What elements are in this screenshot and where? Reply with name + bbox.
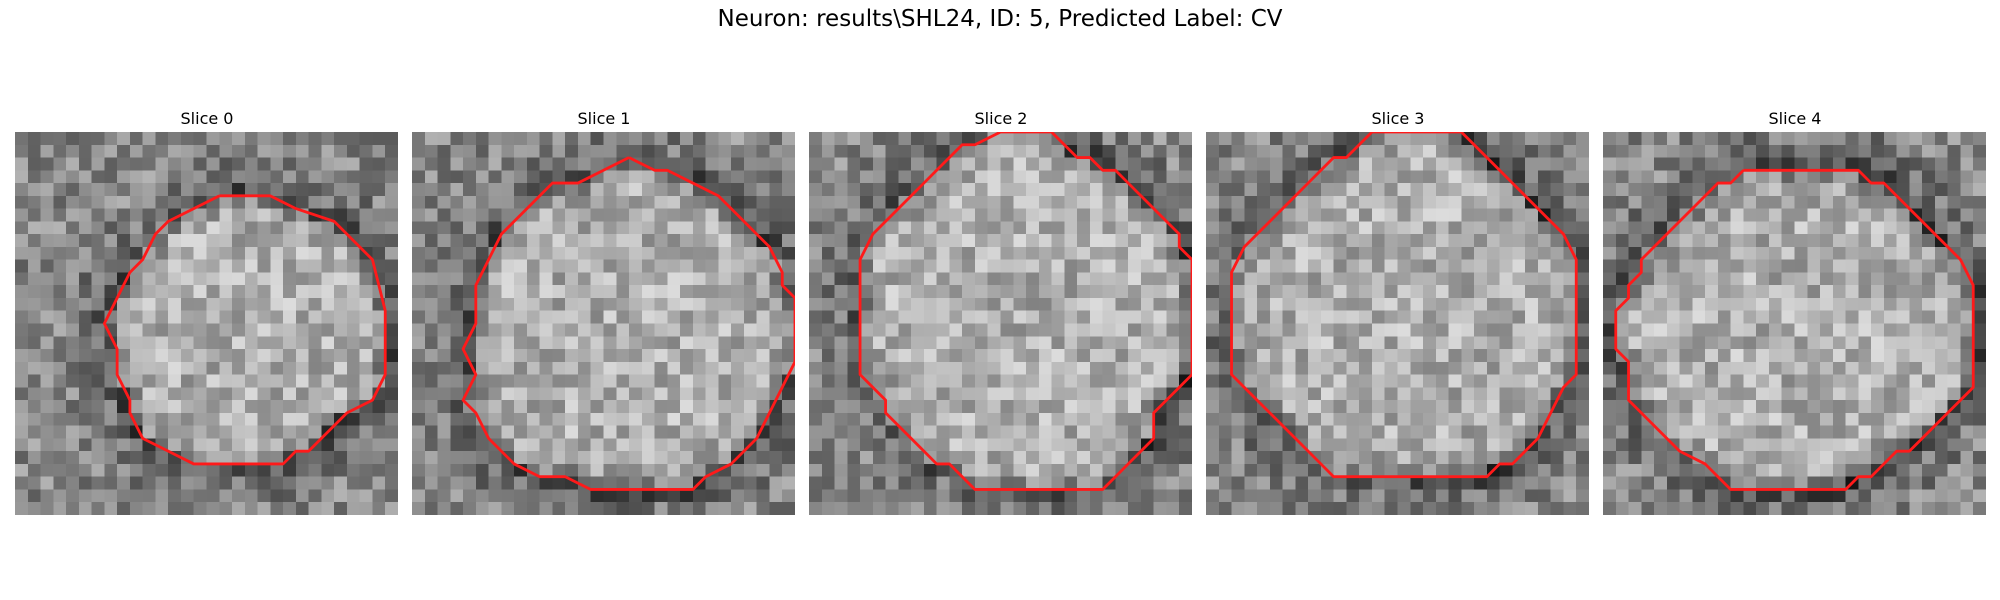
contour-outline [461, 156, 795, 491]
contour-outline [102, 194, 387, 466]
slice-title: Slice 3 [1371, 109, 1425, 128]
contour-outline [1614, 168, 1975, 491]
slice-title: Slice 2 [974, 109, 1028, 128]
slice-panel-0: Slice 0 [15, 108, 399, 515]
slice-image-1 [412, 132, 795, 515]
slice-title: Slice 1 [577, 109, 631, 128]
slice-image-2 [809, 132, 1192, 515]
pixel-texture [1603, 132, 1986, 515]
slice-image-4 [1603, 132, 1986, 515]
slice-panel-3: Slice 3 [1206, 108, 1590, 515]
pixel-texture [412, 132, 795, 515]
slice-panel-2: Slice 2 [809, 108, 1193, 515]
pixel-texture [1206, 132, 1589, 515]
slice-image-0 [15, 132, 398, 515]
slice-image-3 [1206, 132, 1589, 515]
slice-title: Slice 4 [1768, 109, 1822, 128]
slice-panel-4: Slice 4 [1603, 108, 1987, 515]
pixel-texture [809, 132, 1192, 515]
pixel-texture [15, 132, 398, 515]
figure-title: Neuron: results\SHL24, ID: 5, Predicted … [717, 6, 1283, 32]
slice-panel-1: Slice 1 [412, 108, 796, 515]
contour-outline [858, 132, 1192, 491]
contour-outline [1230, 132, 1578, 479]
slice-title: Slice 0 [180, 109, 234, 128]
